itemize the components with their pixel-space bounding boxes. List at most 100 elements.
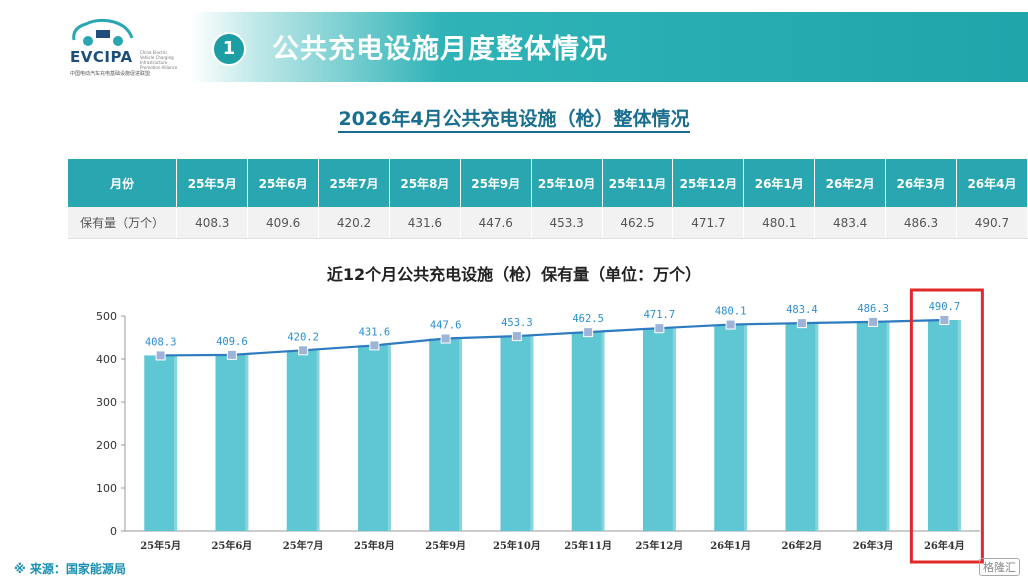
data-label: 453.3: [501, 317, 533, 329]
line-marker: [868, 316, 879, 327]
y-tick-label: 400: [96, 353, 117, 366]
x-tick-label: 25年9月: [425, 539, 466, 552]
bar: [714, 324, 748, 531]
data-label: 480.1: [715, 306, 747, 318]
table-header-month: 25年6月: [247, 159, 320, 207]
logo-side-text: China Electric Vehicle Charging Infrastr…: [140, 50, 178, 70]
line-marker: [155, 350, 166, 361]
data-label: 486.3: [857, 303, 889, 315]
bar: [856, 321, 890, 531]
x-tick-label: 25年12月: [635, 539, 683, 552]
data-label: 408.3: [145, 336, 177, 348]
table-header-month: 25年8月: [389, 159, 461, 207]
line-marker: [796, 318, 807, 329]
data-label: 420.2: [287, 331, 319, 343]
data-table: 月份 25年5月 25年6月 25年7月 25年8月 25年9月 25年10月 25年11月…: [68, 159, 1028, 239]
table-cell-value: 462.5: [602, 207, 674, 239]
line-marker: [226, 349, 237, 360]
car-icon: [72, 18, 134, 46]
table-cell-value: 471.7: [672, 207, 745, 239]
bar-highlight-edge: [744, 324, 748, 531]
table-header-month: 25年12月: [672, 159, 745, 207]
table-cell-value: 408.3: [176, 207, 249, 239]
table-row-label: 保有量（万个）: [68, 207, 178, 239]
logo-text: EVCIPA: [70, 48, 133, 66]
bar-highlight-edge: [245, 354, 249, 531]
highlight-box: [909, 288, 984, 564]
data-label: 447.6: [430, 320, 462, 332]
x-tick-label: 25年7月: [283, 539, 324, 552]
table-header-row: 月份 25年5月 25年6月 25年7月 25年8月 25年9月 25年10月 25年11月…: [68, 159, 1028, 207]
bar-highlight-edge: [886, 321, 890, 531]
table-row: 保有量（万个） 408.3 409.6 420.2 431.6 447.6 453.3 46…: [68, 207, 1028, 239]
table-header-month: 25年7月: [318, 159, 390, 207]
bar: [571, 332, 605, 531]
table-cell-value: 490.7: [956, 207, 1028, 239]
bar-highlight-edge: [316, 350, 320, 531]
x-tick-label: 26年1月: [710, 539, 751, 552]
x-tick-label: 25年11月: [564, 539, 612, 552]
table-header-month: 25年5月: [176, 159, 249, 207]
table-cell-value: 420.2: [318, 207, 390, 239]
data-label: 431.6: [359, 326, 391, 338]
y-tick-label: 200: [96, 439, 117, 452]
table-header-month: 26年2月: [814, 159, 887, 207]
bar: [500, 336, 534, 531]
table-header-month: 25年10月: [531, 159, 603, 207]
bar-highlight-edge: [459, 338, 463, 531]
y-tick-label: 100: [96, 482, 117, 495]
table-cell-value: 431.6: [389, 207, 461, 239]
logo-subtext: 中国电动汽车充电基础设施促进联盟: [70, 71, 151, 77]
x-tick-label: 25年10月: [493, 539, 541, 552]
line-marker: [583, 327, 594, 338]
evcipa-logo: EVCIPA China Electric Vehicle Charging I…: [68, 14, 178, 80]
x-tick-label: 25年8月: [354, 539, 395, 552]
line-marker: [725, 319, 736, 330]
data-label: 490.7: [929, 301, 961, 313]
x-tick-label: 25年6月: [211, 539, 252, 552]
line-marker: [654, 323, 665, 334]
bar-highlight-edge: [601, 332, 605, 531]
x-tick-label: 25年5月: [140, 539, 181, 552]
table-cell-value: 447.6: [460, 207, 532, 239]
table-cell-value: 486.3: [885, 207, 957, 239]
bar: [286, 350, 320, 531]
series-line: [160, 318, 945, 357]
bar-highlight-edge: [387, 345, 391, 531]
y-tick-label: 300: [96, 396, 117, 409]
section-banner: 1 公共充电设施月度整体情况: [190, 12, 1028, 82]
line-marker: [369, 340, 380, 351]
table-header-month: 25年9月: [460, 159, 532, 207]
line-marker: [939, 314, 950, 325]
data-label: 462.5: [572, 313, 604, 325]
bar-highlight-edge: [174, 355, 178, 531]
data-label: 471.7: [644, 309, 676, 321]
bar: [429, 338, 463, 531]
x-tick-label: 26年2月: [781, 539, 822, 552]
bar: [927, 319, 961, 531]
table-header-month: 26年1月: [743, 159, 816, 207]
bar: [785, 323, 819, 531]
table-cell-value: 483.4: [814, 207, 887, 239]
bar-highlight-edge: [530, 336, 534, 531]
x-tick-label: 26年4月: [924, 539, 965, 552]
page-subtitle: 2026年4月公共充电设施（枪）整体情况: [0, 104, 1028, 133]
table-cell-value: 480.1: [743, 207, 816, 239]
data-label: 483.4: [786, 304, 818, 316]
bar-highlight-edge: [672, 328, 676, 531]
x-tick-label: 26年3月: [853, 539, 894, 552]
line-marker: [440, 333, 451, 344]
table-header-month: 26年3月: [885, 159, 957, 207]
line-marker: [298, 345, 309, 356]
watermark: 格隆汇: [979, 558, 1020, 576]
chart-title: 近12个月公共充电设施（枪）保有量（单位：万个）: [326, 265, 702, 284]
bar: [144, 355, 178, 531]
section-number-badge: 1: [212, 32, 246, 66]
table-header-month: 25年11月: [602, 159, 674, 207]
section-title: 公共充电设施月度整体情况: [272, 34, 608, 65]
y-tick-label: 0: [110, 525, 117, 538]
table-cell-value: 453.3: [531, 207, 603, 239]
bar: [215, 354, 249, 531]
line-marker: [511, 331, 522, 342]
